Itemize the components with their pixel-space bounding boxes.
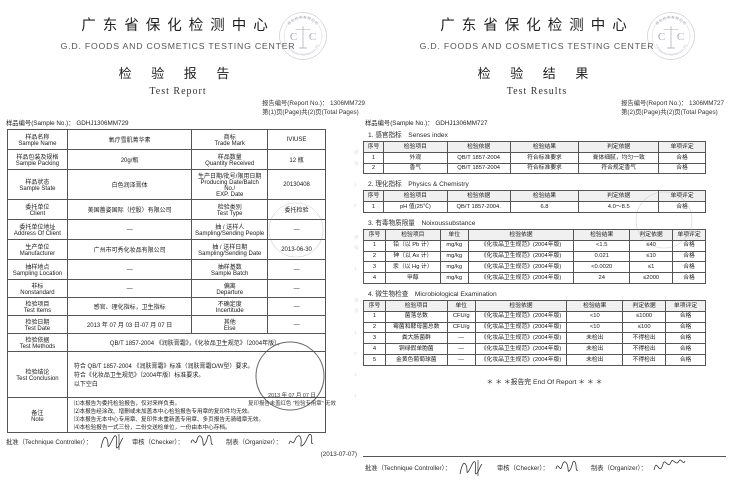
svg-text:C: C — [677, 31, 684, 43]
svg-text:保化检测有限公司: 保化检测有限公司 — [654, 14, 688, 26]
svg-text:保化检测有限公司: 保化检测有限公司 — [286, 14, 320, 26]
svg-text:C: C — [290, 31, 297, 43]
svg-text:C: C — [658, 31, 665, 43]
svg-text:C: C — [309, 31, 316, 43]
